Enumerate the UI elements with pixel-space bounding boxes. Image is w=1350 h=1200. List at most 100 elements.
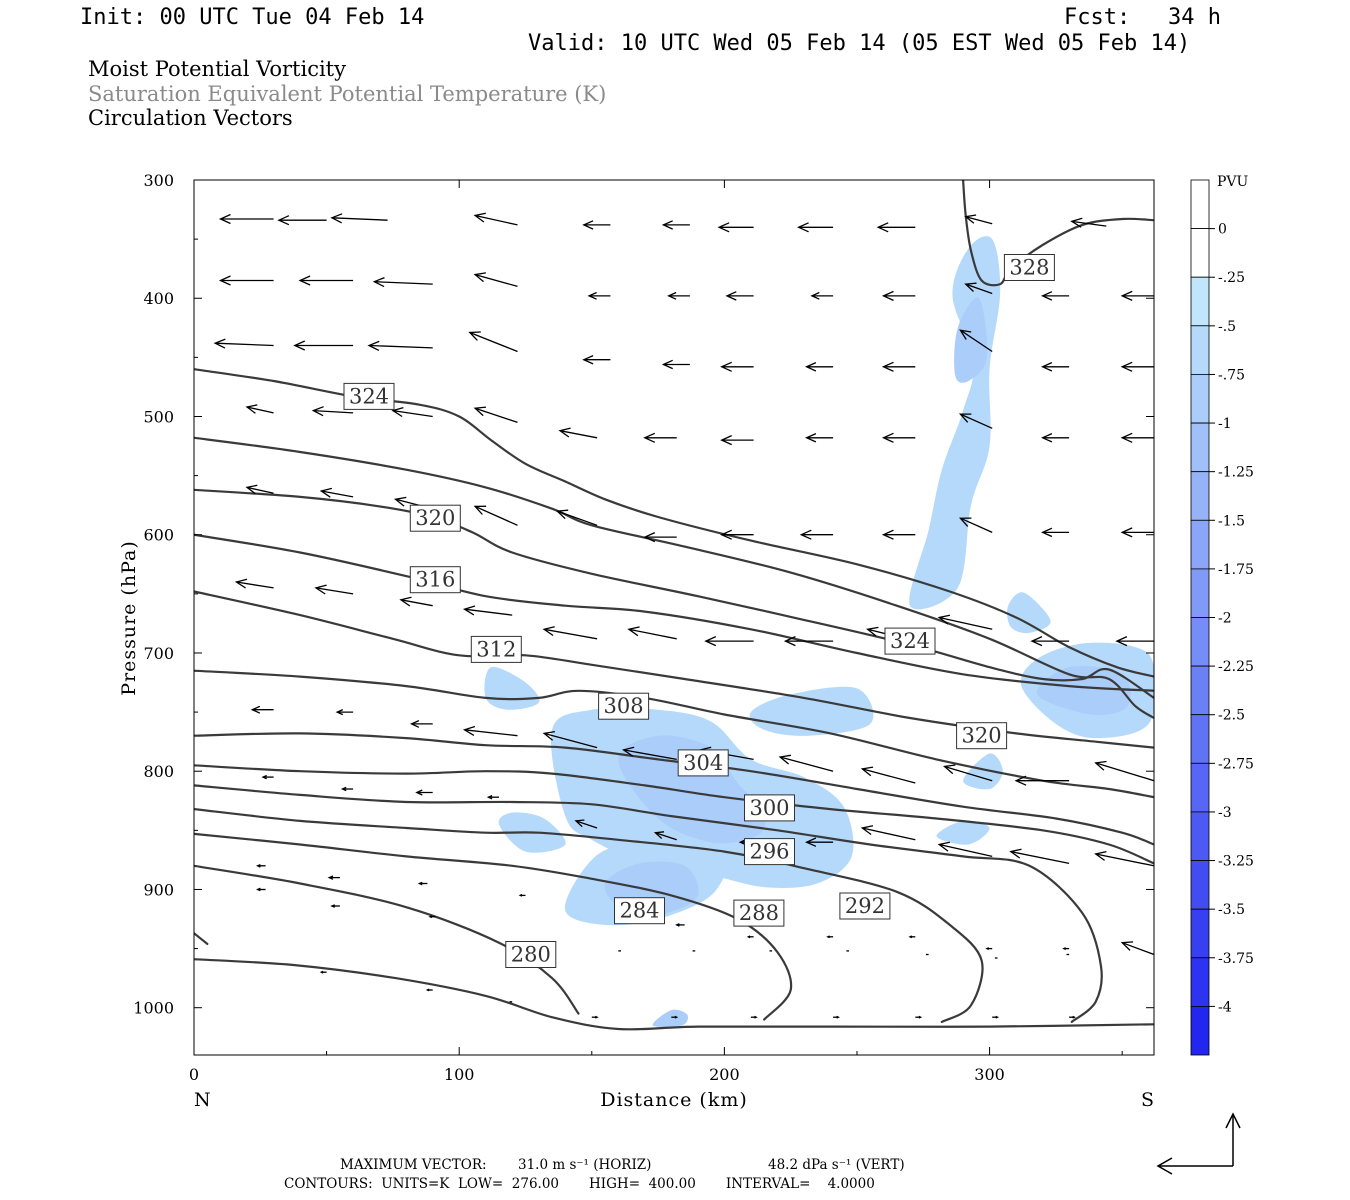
circulation-vector — [908, 935, 916, 939]
circulation-vector — [797, 222, 834, 233]
vector-shaft — [965, 283, 993, 295]
vector-head — [409, 720, 420, 728]
theta-es-contour-284 — [194, 864, 580, 1015]
x-end-label-south: S — [1141, 1089, 1154, 1111]
vector-head — [213, 338, 226, 349]
contour-label-box — [505, 941, 557, 968]
vector-shaft — [862, 768, 916, 784]
vector-shaft — [960, 329, 993, 353]
vector-head — [1070, 217, 1083, 228]
vector-head — [417, 881, 423, 886]
circulation-vector — [330, 904, 340, 908]
circulation-vector — [1041, 362, 1070, 372]
vector-shaft — [315, 587, 354, 595]
circulation-vector — [256, 887, 266, 892]
vector-head — [860, 825, 874, 836]
circulation-vector — [582, 355, 611, 365]
circulation-vector — [942, 764, 993, 782]
colorbar-tick-label: -1.75 — [1218, 562, 1254, 578]
theta-es-contour-308 — [194, 669, 1154, 799]
vector-head — [314, 584, 327, 595]
contour-label-box — [744, 838, 795, 866]
circulation-vector — [399, 596, 433, 607]
vector-shaft — [939, 616, 993, 630]
x-tick-label: 0 — [189, 1065, 199, 1084]
contour-label-box — [839, 892, 891, 920]
vector-head — [293, 340, 306, 351]
vector-head — [234, 578, 248, 589]
contour-label-box — [733, 899, 785, 927]
vector-head — [1041, 527, 1053, 538]
colorbar-swatch — [1190, 519, 1210, 570]
circulation-vector — [462, 725, 518, 737]
circulation-vector — [805, 433, 834, 443]
circulation-vector — [937, 614, 993, 630]
vector-shaft — [392, 409, 433, 418]
vector-head — [1094, 760, 1107, 771]
vector-shaft — [623, 749, 677, 761]
vector-head — [704, 636, 717, 647]
circulation-vector — [245, 484, 274, 495]
circulation-vector — [213, 338, 274, 349]
circulation-vector — [1069, 1015, 1076, 1019]
vector-head — [542, 626, 555, 637]
forecast-label: Fcst: — [1064, 5, 1131, 30]
vector-head — [725, 291, 737, 301]
circulation-vector — [720, 435, 754, 446]
vector-head — [876, 222, 889, 233]
circulation-vector — [311, 406, 354, 417]
vector-head — [462, 605, 476, 616]
circulation-vector — [486, 795, 499, 800]
circulation-vector — [959, 329, 993, 353]
circulation-vector — [218, 213, 274, 225]
vector-head — [653, 831, 665, 839]
contour-label-box — [470, 635, 522, 663]
circulation-vector — [319, 487, 354, 498]
contour-label: 312 — [470, 635, 522, 663]
x-end-label-north: N — [194, 1089, 211, 1111]
contour-label: 304 — [677, 749, 729, 777]
vector-head — [327, 875, 334, 880]
circulation-vectors-layer — [213, 212, 1154, 1019]
vector-head — [1014, 775, 1027, 786]
colorbar-tick-label: -1.5 — [1218, 513, 1245, 529]
circulation-vector — [1070, 217, 1107, 228]
circulation-vector — [234, 578, 274, 589]
vector-head — [319, 487, 333, 498]
circulation-vector — [327, 875, 340, 880]
circulation-vector — [558, 427, 598, 439]
vector-head — [675, 923, 680, 927]
circulation-vector — [417, 881, 428, 886]
colorbar-tick-label: -1 — [1218, 416, 1232, 432]
vector-head — [1094, 850, 1107, 861]
circulation-vector — [1120, 941, 1154, 956]
vector-head — [836, 1015, 840, 1019]
vector-head — [319, 970, 324, 974]
vector-head — [277, 215, 290, 226]
field-title-pv: Moist Potential Vorticity — [88, 57, 346, 81]
circulation-vector — [860, 766, 916, 784]
vector-shaft — [960, 413, 993, 429]
contour-label-box — [884, 627, 936, 655]
theta-es-contour-316 — [194, 533, 1154, 692]
colorbar-swatch — [1190, 276, 1210, 327]
contours-info: CONTOURS: UNITS=K LOW= 276.00 HIGH= 400.… — [284, 1176, 875, 1192]
vector-shaft — [474, 273, 518, 288]
circulation-vector — [675, 923, 685, 927]
contour-label-box — [409, 566, 461, 594]
circulation-vector — [720, 529, 754, 540]
circulation-vector — [415, 789, 433, 796]
circulation-vector — [473, 272, 518, 288]
colorbar-swatch — [1190, 471, 1210, 521]
pv-shaded-region — [652, 1009, 688, 1028]
vector-head — [594, 1015, 599, 1019]
contour-label-box — [744, 794, 795, 822]
theta-es-contour-320 — [194, 488, 1154, 699]
vector-head — [720, 435, 732, 446]
vector-head — [415, 789, 423, 796]
vector-head — [1030, 636, 1043, 647]
vector-head — [261, 774, 267, 780]
theta-es-contour-312 — [194, 590, 1154, 749]
vector-head — [425, 988, 430, 992]
contour-label-text: 288 — [739, 901, 779, 925]
